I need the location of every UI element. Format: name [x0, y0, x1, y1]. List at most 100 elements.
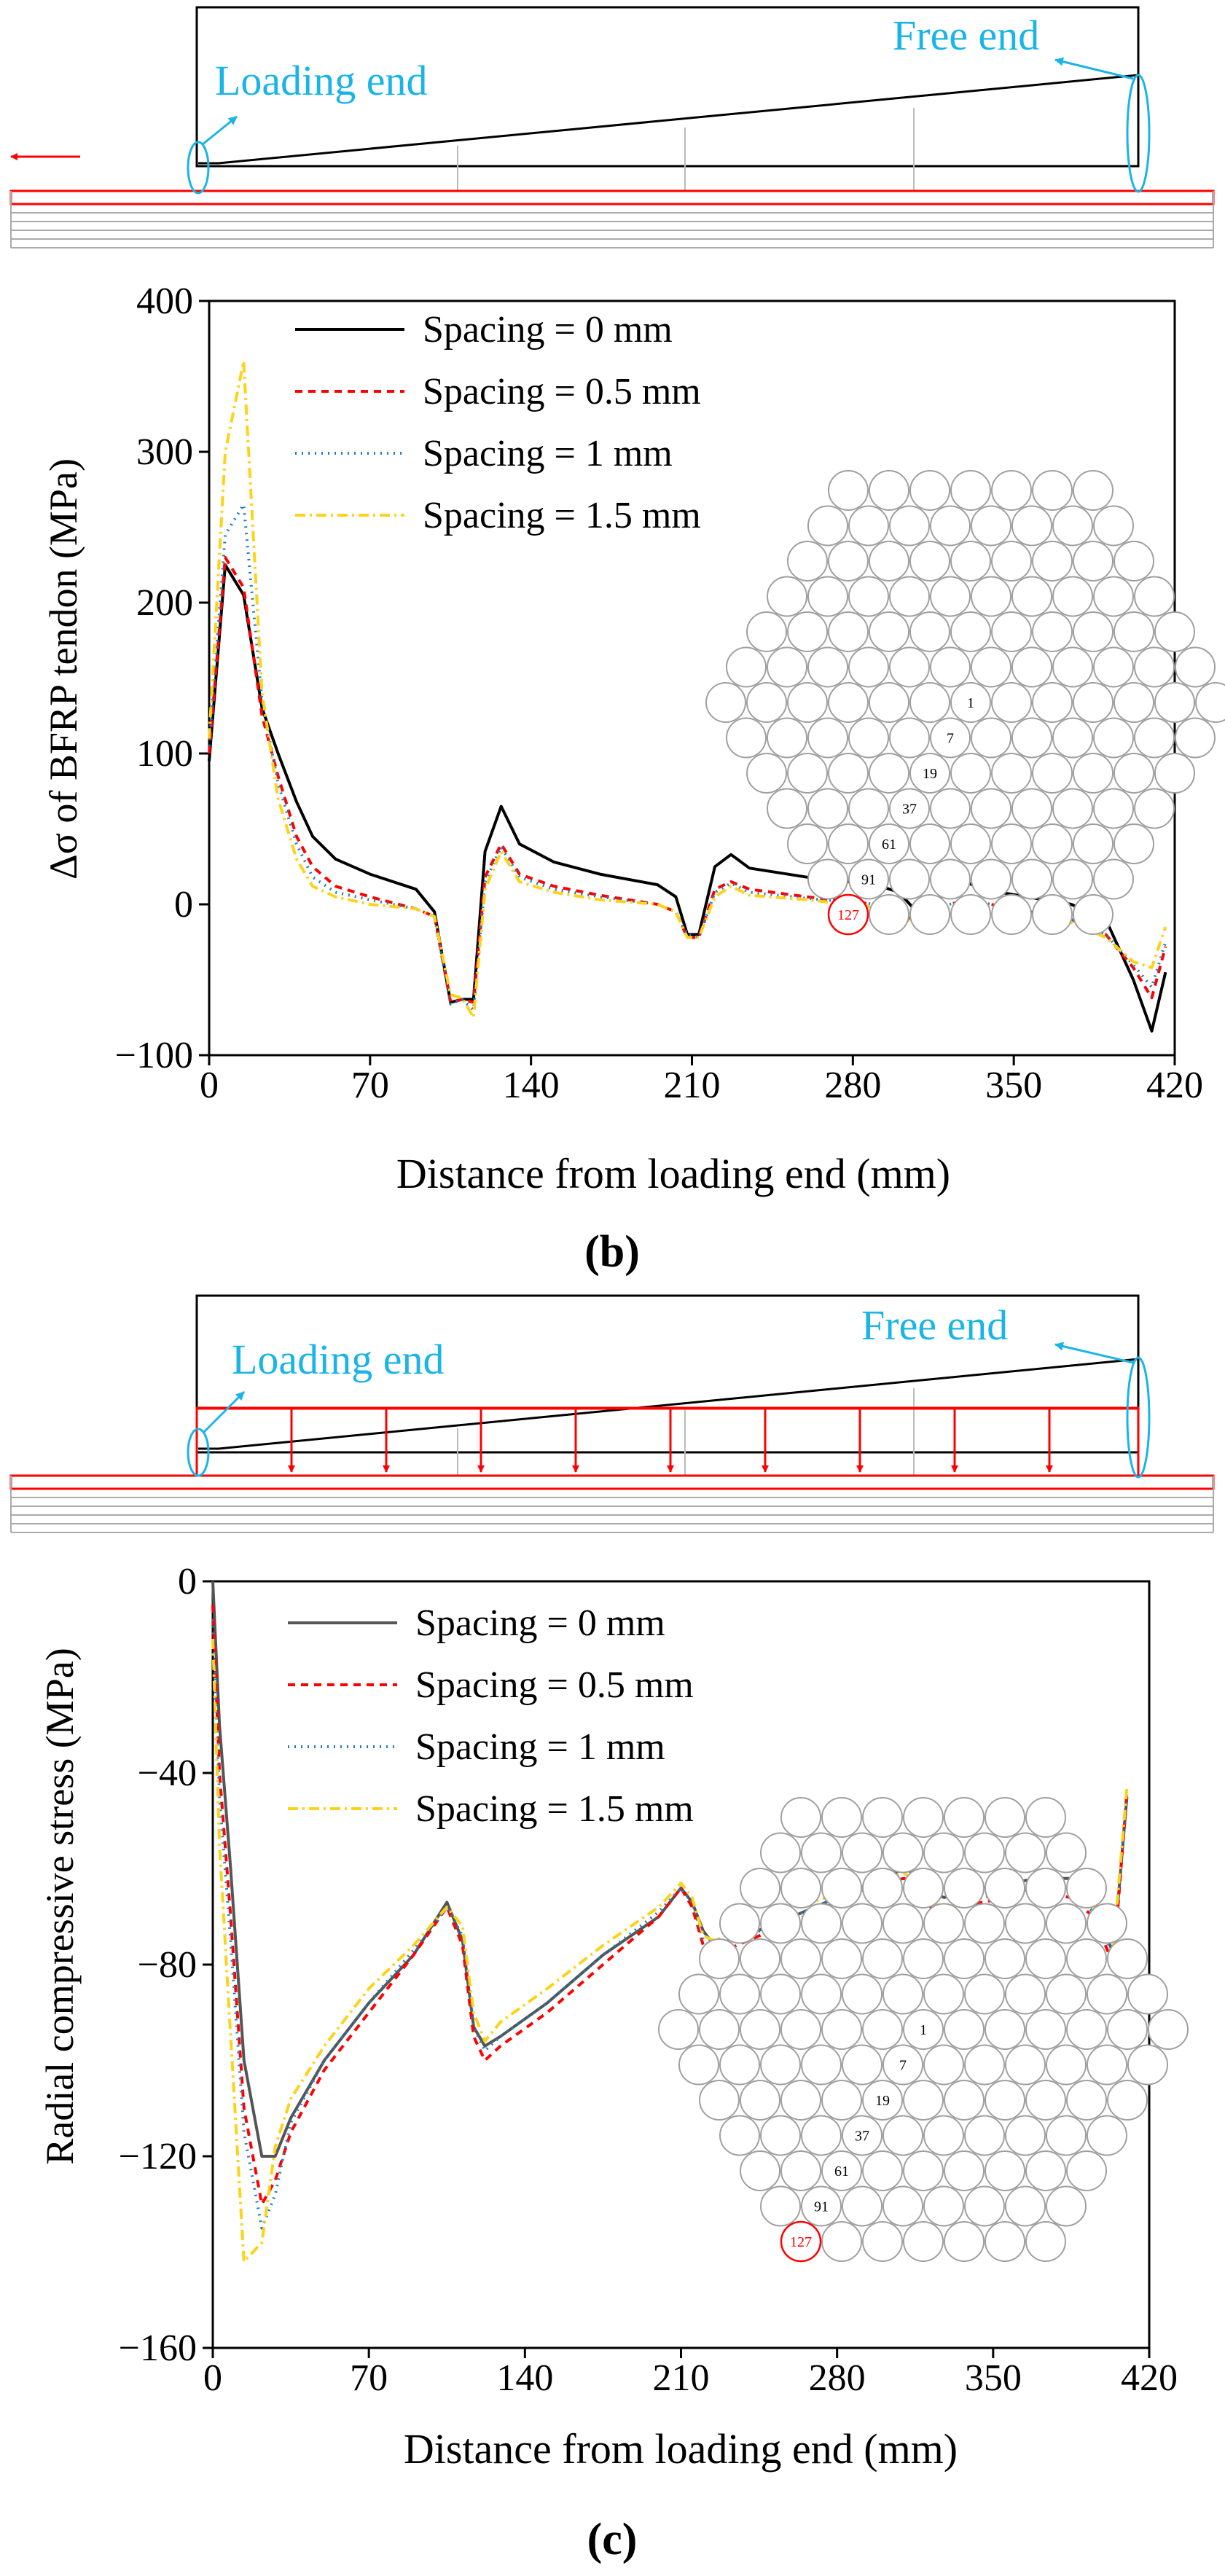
fiber-circle [985, 2221, 1025, 2262]
y-tick-label: −80 [138, 1944, 197, 1986]
fiber-circle [882, 2115, 923, 2156]
fiber-circle [923, 1832, 964, 1874]
fiber-circle [719, 1903, 760, 1944]
fiber-circle [1107, 1938, 1148, 1979]
fiber-circle [1087, 1903, 1127, 1944]
fiber-circle [767, 717, 807, 759]
fiber-circle [821, 2080, 862, 2121]
free-end-label-b: Free end [893, 12, 1039, 59]
legend-c: Spacing = 0 mm Spacing = 0.5 mm Spacing = … [288, 1602, 694, 1830]
fiber-circle [705, 682, 746, 723]
y-tick-label: −100 [115, 1035, 193, 1076]
legend-label-3: Spacing = 1.5 mm [415, 1788, 694, 1830]
fiber-circle [787, 541, 828, 582]
fiber-circle [821, 1868, 862, 1908]
fiber-circle [767, 646, 807, 688]
fiber-circle [950, 541, 991, 582]
fiber-circle [658, 2009, 699, 2050]
fiber-circle [842, 2044, 882, 2086]
hex-inset-b: 1 7 19 37 61 91 127 [705, 470, 1225, 936]
fiber-circle [1011, 505, 1052, 547]
fiber-circle [1052, 858, 1093, 900]
fiber-circle [848, 788, 889, 829]
fiber-circle [903, 2080, 944, 2121]
y-tick-label: 0 [178, 1561, 197, 1602]
fiber-circle [1073, 823, 1114, 864]
series-line-1 [208, 555, 1167, 1004]
fiber-circle [1046, 1903, 1087, 1944]
fiber-circle [848, 576, 889, 617]
fiber-circle [971, 646, 1011, 688]
fiber-circle [909, 470, 950, 511]
fiber-circle-highlight [827, 893, 869, 936]
fiber-circle [930, 646, 971, 688]
fiber-circle [801, 2115, 842, 2156]
x-tick-label: 0 [203, 2357, 222, 2399]
fiber-circle [950, 823, 991, 864]
fiber-circle [909, 682, 950, 723]
fiber-circle [746, 611, 787, 652]
fiber-circle [719, 2044, 760, 2086]
pressure-arrows-c [288, 1409, 1053, 1473]
fiber-circle [746, 682, 787, 723]
fiber-circle [1025, 1938, 1066, 1979]
fiber-circle [1134, 646, 1175, 688]
fiber-circle [801, 2044, 842, 2086]
fiber-circle [780, 2009, 821, 2050]
x-tick-label: 140 [496, 2357, 553, 2399]
fiber-circle [991, 823, 1032, 864]
x-tick-label: 420 [1121, 2357, 1178, 2399]
fiber-circle [807, 576, 848, 617]
fiber-circle [1011, 717, 1052, 759]
fiber-circle [1093, 576, 1134, 617]
fiber-circle [842, 2185, 882, 2227]
fiber-circle [821, 1797, 862, 1838]
fiber-circle [780, 1938, 821, 1979]
fiber-circle [1052, 717, 1093, 759]
fiber-circle [1114, 611, 1154, 652]
fiber-circle [807, 646, 848, 688]
fiber-circle [1087, 2044, 1127, 2086]
fiber-label-1: 1 [967, 695, 974, 711]
fiber-circle [828, 541, 869, 582]
free-end-ellipse-c [1126, 1356, 1151, 1479]
fiber-circle [828, 470, 869, 511]
x-tick-label: 0 [200, 1065, 219, 1106]
fiber-circle [869, 611, 909, 652]
fiber-circle [828, 611, 869, 652]
fiber-label-7: 7 [899, 2057, 907, 2073]
fiber-circle [950, 470, 991, 511]
fiber-circle [909, 753, 950, 794]
fiber-circle [1073, 611, 1114, 652]
fiber-circle [889, 576, 930, 617]
hex-inset-c: 1 7 19 37 61 91 127 [658, 1797, 1189, 2263]
fiber-circle [1134, 576, 1175, 617]
fiber-circle [862, 2080, 903, 2121]
fiber-circle [1073, 470, 1114, 511]
fiber-circle [1046, 2044, 1087, 2086]
x-tick-label: 210 [664, 1065, 721, 1106]
fiber-circle [964, 2115, 1005, 2156]
fiber-circle [991, 682, 1032, 723]
xlabel-c: Distance from loading end (mm) [404, 2425, 958, 2473]
fiber-circle [944, 1938, 985, 1979]
fiber-circle [699, 1938, 740, 1979]
fiber-circle [909, 823, 950, 864]
fiber-circle [1046, 1973, 1087, 2015]
fiber-circle [726, 717, 767, 759]
fiber-circle [869, 541, 909, 582]
fiber-circle [1073, 682, 1114, 723]
fiber-circle [678, 1973, 719, 2015]
fiber-circle [944, 2221, 985, 2262]
fiber-circle [944, 2080, 985, 2121]
y-tick-label: 0 [174, 884, 193, 925]
fiber-circle [807, 858, 848, 900]
x-tick-label: 420 [1146, 1065, 1203, 1106]
fiber-circle [971, 505, 1011, 547]
fiber-circle [1093, 505, 1134, 547]
fiber-circle [760, 2115, 801, 2156]
fiber-circle [985, 1797, 1025, 1838]
fiber-circle [787, 611, 828, 652]
fiber-circle [1005, 2115, 1046, 2156]
